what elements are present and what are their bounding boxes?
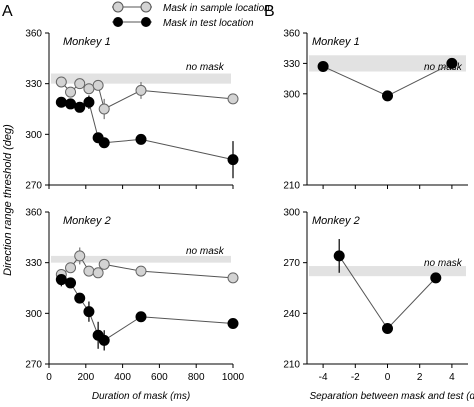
test-data-point — [83, 306, 95, 318]
x-tick-label: 4 — [449, 372, 455, 383]
x-axis-label: Duration of mask (ms) — [92, 391, 190, 402]
test-data-point — [65, 98, 77, 110]
y-tick-label: 300 — [25, 130, 42, 141]
y-tick-label: 330 — [283, 59, 300, 70]
x-tick-label: 400 — [114, 372, 131, 383]
no-mask-label: no mask — [186, 246, 225, 257]
panel-a-label: A — [2, 3, 13, 20]
x-tick-label: 0 — [385, 372, 391, 383]
test-data-point — [74, 292, 86, 304]
legend-sample-marker — [112, 1, 124, 13]
sample-data-point — [227, 272, 239, 284]
y-tick-label: 270 — [25, 360, 42, 371]
sample-data-point — [135, 84, 147, 96]
y-tick-label: 360 — [25, 208, 42, 219]
test-data-point — [382, 323, 393, 335]
sample-data-point — [92, 267, 104, 279]
legend-sample-marker — [140, 1, 152, 13]
test-data-point — [333, 250, 345, 262]
series-line-test — [61, 101, 234, 161]
y-tick-label: 330 — [25, 79, 42, 90]
y-tick-label: 300 — [25, 309, 42, 320]
x-tick-label: 800 — [188, 372, 205, 383]
test-data-point — [55, 274, 67, 286]
no-mask-band — [51, 255, 231, 263]
legend-sample-label: Mask in sample location — [163, 3, 270, 14]
test-data-point — [98, 137, 110, 149]
sample-data-point — [135, 265, 147, 277]
legend-test-marker — [141, 17, 151, 27]
test-data-point — [83, 96, 95, 108]
y-tick-label: 240 — [283, 309, 300, 320]
x-axis-label: Separation between mask and test (deg) — [309, 391, 474, 402]
sample-data-point — [92, 79, 104, 91]
test-data-point — [227, 317, 239, 329]
sample-data-point — [227, 93, 239, 105]
no-mask-band — [51, 73, 231, 84]
test-data-point — [74, 101, 86, 113]
no-mask-band — [309, 266, 466, 277]
y-tick-label: 300 — [283, 208, 300, 219]
panel-title: Monkey 1 — [312, 36, 360, 48]
x-tick-label: 600 — [151, 372, 168, 383]
x-tick-label: 200 — [77, 372, 94, 383]
y-tick-label: 270 — [25, 181, 42, 192]
panel-title: Monkey 2 — [63, 215, 111, 227]
test-data-point — [227, 154, 239, 166]
sample-data-point — [65, 262, 77, 274]
test-data-point — [382, 90, 393, 102]
test-data-point — [430, 272, 442, 284]
test-data-point — [65, 277, 77, 289]
y-tick-label: 270 — [283, 258, 300, 269]
panel-a-monkey-1: no mask 270 300 330 360 Monkey 1 — [25, 29, 239, 192]
panel-a-monkey-2: no mask 270 300 330 360 0 200 400 600 800 1000 Monk… — [25, 208, 244, 403]
x-tick-label: 0 — [46, 372, 52, 383]
y-tick-label: 210 — [283, 181, 300, 192]
panel-title: Monkey 2 — [312, 215, 360, 227]
sample-data-point — [98, 103, 110, 115]
legend-test-marker — [113, 17, 123, 27]
no-mask-band — [309, 55, 466, 72]
y-tick-label: 360 — [25, 29, 42, 40]
x-tick-label: 2 — [417, 372, 423, 383]
panel-b-label: B — [264, 3, 275, 20]
legend: Mask in sample location Mask in test loc… — [112, 1, 270, 29]
y-tick-label: 330 — [25, 258, 42, 269]
test-data-point — [98, 334, 110, 346]
sample-data-point — [83, 83, 95, 95]
panel-b-monkey-2: no mask 210 240 270 300 -4 -2 0 2 4 Monkey 2 Separa… — [283, 208, 474, 403]
no-mask-label: no mask — [424, 258, 463, 269]
y-tick-label: 360 — [283, 29, 300, 40]
sample-data-point — [98, 258, 110, 270]
sample-data-point — [74, 78, 86, 90]
test-data-point — [135, 133, 147, 145]
y-axis-label: Direction range threshold (deg) — [2, 124, 14, 276]
sample-data-point — [83, 265, 95, 277]
panel-title: Monkey 1 — [63, 36, 111, 48]
legend-test-label: Mask in test location — [163, 18, 254, 29]
sample-data-point — [74, 250, 86, 262]
sample-data-point — [55, 76, 67, 88]
x-tick-label: 1000 — [222, 372, 245, 383]
no-mask-label: no mask — [186, 62, 225, 73]
test-data-point — [135, 311, 147, 323]
test-data-point — [55, 96, 67, 108]
sample-data-point — [65, 86, 77, 98]
x-tick-label: -4 — [319, 372, 328, 383]
y-tick-label: 300 — [283, 89, 300, 100]
x-tick-label: -2 — [351, 372, 360, 383]
y-tick-label: 210 — [283, 360, 300, 371]
test-data-point — [317, 60, 329, 72]
test-data-point — [446, 57, 458, 69]
